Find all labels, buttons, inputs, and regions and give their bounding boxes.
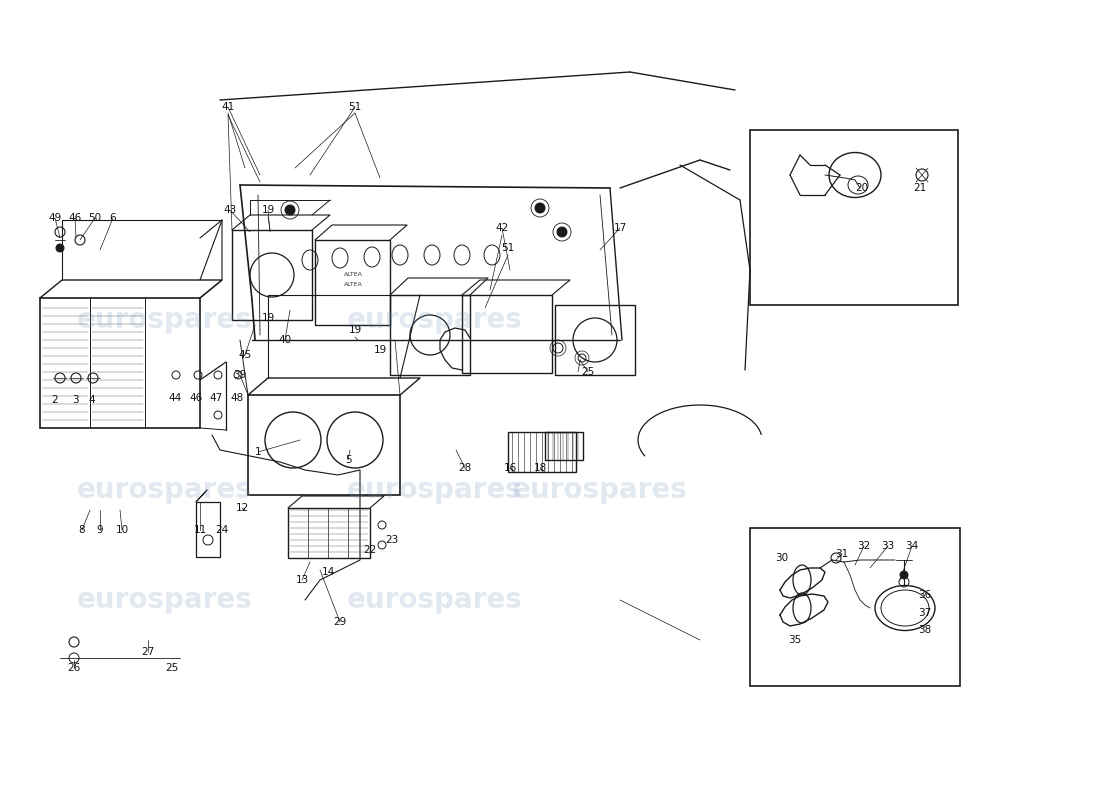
Text: 19: 19 bbox=[349, 325, 362, 335]
Text: 18: 18 bbox=[534, 463, 547, 473]
Text: 38: 38 bbox=[918, 625, 932, 635]
Text: 24: 24 bbox=[216, 525, 229, 535]
Text: 14: 14 bbox=[321, 567, 334, 577]
Text: 19: 19 bbox=[373, 345, 386, 355]
Bar bbox=[750, 528, 960, 686]
Text: 50: 50 bbox=[88, 213, 101, 223]
Bar bbox=[508, 432, 576, 472]
Text: 34: 34 bbox=[905, 541, 918, 551]
Text: eurospares: eurospares bbox=[77, 586, 253, 614]
Text: 44: 44 bbox=[168, 393, 182, 403]
Text: 21: 21 bbox=[913, 183, 926, 193]
Text: 39: 39 bbox=[233, 370, 246, 380]
Circle shape bbox=[557, 227, 566, 237]
Text: 51: 51 bbox=[502, 243, 515, 253]
Text: 9: 9 bbox=[97, 525, 103, 535]
Text: eurospares: eurospares bbox=[348, 586, 522, 614]
Text: eurospares: eurospares bbox=[77, 306, 253, 334]
Text: 48: 48 bbox=[230, 393, 243, 403]
Text: eurospares: eurospares bbox=[77, 476, 253, 504]
Text: 42: 42 bbox=[495, 223, 508, 233]
Bar bbox=[556, 305, 635, 375]
Text: 10: 10 bbox=[116, 525, 129, 535]
Text: 40: 40 bbox=[278, 335, 292, 345]
Text: 16: 16 bbox=[504, 463, 517, 473]
Text: 1: 1 bbox=[255, 447, 262, 457]
Text: 51: 51 bbox=[349, 102, 362, 112]
Circle shape bbox=[900, 571, 908, 579]
Bar bbox=[315, 240, 390, 325]
Text: 19: 19 bbox=[262, 313, 275, 323]
Text: 45: 45 bbox=[239, 350, 252, 360]
Bar bbox=[462, 295, 552, 373]
Text: 13: 13 bbox=[296, 575, 309, 585]
Text: 32: 32 bbox=[857, 541, 870, 551]
Text: 43: 43 bbox=[223, 205, 236, 215]
Circle shape bbox=[285, 205, 295, 215]
Text: 2: 2 bbox=[52, 395, 58, 405]
Bar bbox=[750, 130, 958, 305]
Text: 28: 28 bbox=[459, 463, 472, 473]
Text: 27: 27 bbox=[142, 647, 155, 657]
Text: 35: 35 bbox=[789, 635, 802, 645]
Text: eurospares: eurospares bbox=[348, 476, 522, 504]
Text: 36: 36 bbox=[918, 590, 932, 600]
Text: 23: 23 bbox=[385, 535, 398, 545]
Text: 31: 31 bbox=[835, 549, 848, 559]
Bar bbox=[390, 295, 470, 375]
Text: 11: 11 bbox=[194, 525, 207, 535]
Text: ALTEA: ALTEA bbox=[343, 282, 362, 287]
Text: 19: 19 bbox=[262, 205, 275, 215]
Circle shape bbox=[56, 244, 64, 252]
Bar bbox=[544, 432, 583, 460]
Bar bbox=[288, 508, 370, 558]
Text: 12: 12 bbox=[235, 503, 249, 513]
Text: 33: 33 bbox=[881, 541, 894, 551]
Text: 25: 25 bbox=[582, 367, 595, 377]
Bar bbox=[248, 395, 400, 495]
Text: 17: 17 bbox=[614, 223, 627, 233]
Text: 29: 29 bbox=[333, 617, 346, 627]
Text: 37: 37 bbox=[918, 608, 932, 618]
Text: 20: 20 bbox=[856, 183, 869, 193]
Text: 8: 8 bbox=[79, 525, 86, 535]
Text: eurospares: eurospares bbox=[348, 306, 522, 334]
Text: 47: 47 bbox=[209, 393, 222, 403]
Text: 49: 49 bbox=[48, 213, 62, 223]
Text: 25: 25 bbox=[165, 663, 178, 673]
Text: 41: 41 bbox=[221, 102, 234, 112]
Circle shape bbox=[535, 203, 544, 213]
Text: 22: 22 bbox=[363, 545, 376, 555]
Text: 46: 46 bbox=[189, 393, 202, 403]
Bar bbox=[196, 502, 220, 557]
Text: 46: 46 bbox=[68, 213, 81, 223]
Text: 4: 4 bbox=[89, 395, 96, 405]
Bar bbox=[232, 230, 312, 320]
Text: 5: 5 bbox=[344, 455, 351, 465]
Text: 6: 6 bbox=[110, 213, 117, 223]
Text: 3: 3 bbox=[72, 395, 78, 405]
Text: ALTEA: ALTEA bbox=[343, 273, 362, 278]
Text: 26: 26 bbox=[67, 663, 80, 673]
Text: 30: 30 bbox=[776, 553, 789, 563]
Bar bbox=[40, 298, 200, 428]
Text: eurospares: eurospares bbox=[513, 476, 688, 504]
